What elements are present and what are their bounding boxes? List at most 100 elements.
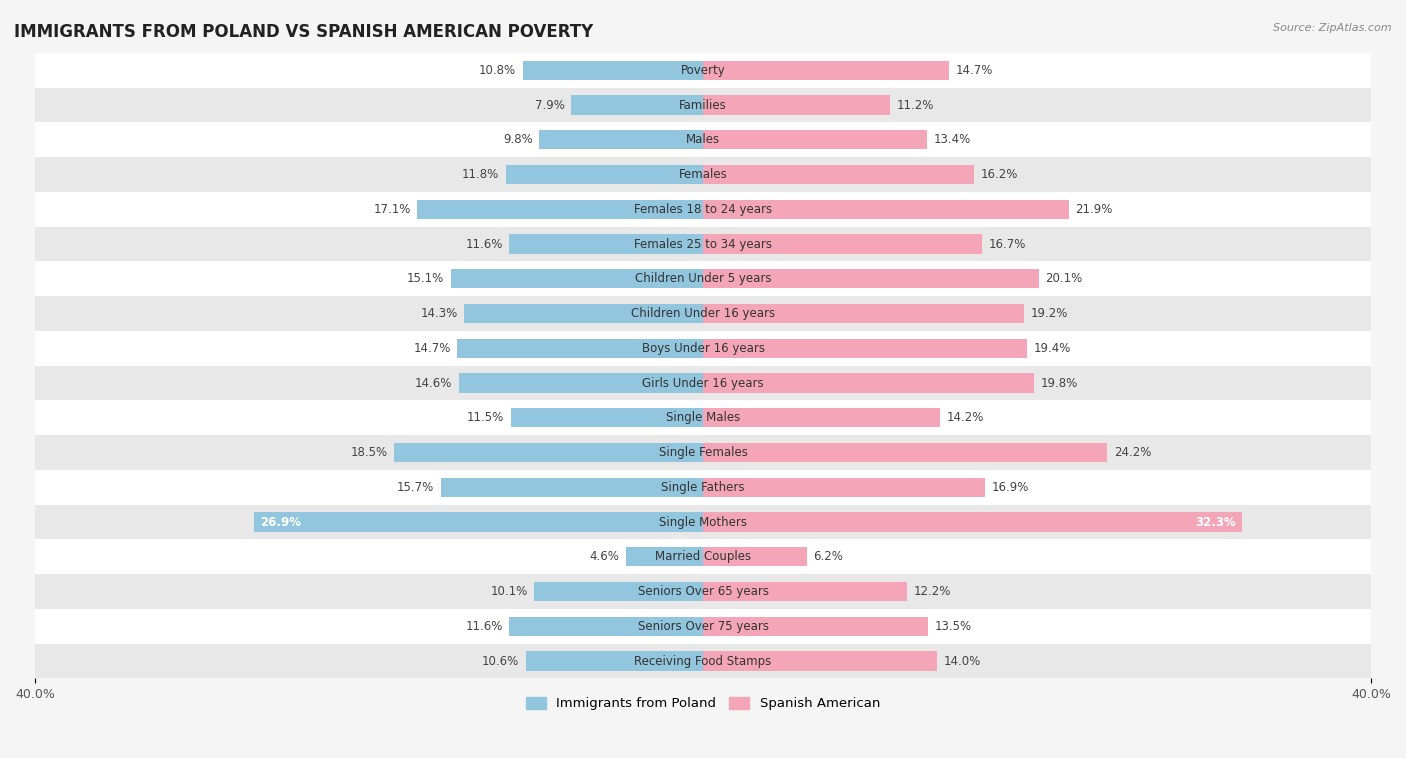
Bar [464,304,703,323]
Text: Children Under 5 years: Children Under 5 years [634,272,772,285]
Bar [703,617,928,636]
Text: Receiving Food Stamps: Receiving Food Stamps [634,655,772,668]
Bar [457,339,703,358]
Bar [703,651,936,671]
Bar [703,547,807,566]
Bar [35,157,1371,192]
Text: 11.5%: 11.5% [467,412,505,424]
Text: Females 18 to 24 years: Females 18 to 24 years [634,203,772,216]
Bar [35,53,1371,88]
Bar [35,262,1371,296]
Text: 32.3%: 32.3% [1195,515,1236,528]
Bar [703,339,1026,358]
Text: 9.8%: 9.8% [503,133,533,146]
Text: Poverty: Poverty [681,64,725,77]
Text: Girls Under 16 years: Girls Under 16 years [643,377,763,390]
Text: Single Females: Single Females [658,446,748,459]
Bar [534,582,703,601]
Bar [35,644,1371,678]
Bar [441,478,703,496]
Bar [35,505,1371,540]
Bar [703,582,907,601]
Text: 12.2%: 12.2% [914,585,950,598]
Text: 13.4%: 13.4% [934,133,970,146]
Bar [394,443,703,462]
Bar [506,165,703,184]
Bar [703,374,1033,393]
Text: 14.7%: 14.7% [955,64,993,77]
Bar [35,400,1371,435]
Bar [526,651,703,671]
Text: 17.1%: 17.1% [374,203,411,216]
Text: 11.6%: 11.6% [465,237,502,251]
Text: 7.9%: 7.9% [534,99,564,111]
Bar [460,374,703,393]
Text: Seniors Over 75 years: Seniors Over 75 years [637,620,769,633]
Bar [510,409,703,428]
Bar [703,512,1243,531]
Text: 13.5%: 13.5% [935,620,973,633]
Text: 14.7%: 14.7% [413,342,451,355]
Text: 16.7%: 16.7% [988,237,1026,251]
Bar [35,88,1371,122]
Bar [703,409,941,428]
Text: 14.0%: 14.0% [943,655,981,668]
Text: Boys Under 16 years: Boys Under 16 years [641,342,765,355]
Bar [35,540,1371,574]
Text: Children Under 16 years: Children Under 16 years [631,307,775,320]
Bar [418,199,703,219]
Bar [35,122,1371,157]
Bar [703,269,1039,288]
Bar [35,435,1371,470]
Bar [703,61,949,80]
Bar [35,470,1371,505]
Text: 16.2%: 16.2% [980,168,1018,181]
Bar [253,512,703,531]
Bar [35,192,1371,227]
Bar [451,269,703,288]
Text: 19.8%: 19.8% [1040,377,1077,390]
Text: 10.6%: 10.6% [482,655,519,668]
Text: Males: Males [686,133,720,146]
Bar [35,331,1371,365]
Bar [35,365,1371,400]
Bar [35,227,1371,262]
Text: IMMIGRANTS FROM POLAND VS SPANISH AMERICAN POVERTY: IMMIGRANTS FROM POLAND VS SPANISH AMERIC… [14,23,593,41]
Text: Single Males: Single Males [666,412,740,424]
Text: 4.6%: 4.6% [589,550,620,563]
Bar [703,304,1024,323]
Text: 26.9%: 26.9% [260,515,301,528]
Bar [540,130,703,149]
Text: Seniors Over 65 years: Seniors Over 65 years [637,585,769,598]
Bar [703,165,973,184]
Bar [703,199,1069,219]
Text: 19.4%: 19.4% [1033,342,1071,355]
Text: 19.2%: 19.2% [1031,307,1067,320]
Bar [626,547,703,566]
Text: Married Couples: Married Couples [655,550,751,563]
Bar [35,609,1371,644]
Text: Single Mothers: Single Mothers [659,515,747,528]
Bar [703,130,927,149]
Text: 18.5%: 18.5% [350,446,387,459]
Text: Single Fathers: Single Fathers [661,481,745,493]
Text: 15.7%: 15.7% [396,481,434,493]
Text: 10.1%: 10.1% [491,585,527,598]
Legend: Immigrants from Poland, Spanish American: Immigrants from Poland, Spanish American [520,691,886,716]
Bar [35,296,1371,331]
Text: 11.6%: 11.6% [465,620,502,633]
Text: Females: Females [679,168,727,181]
Text: 20.1%: 20.1% [1046,272,1083,285]
Text: 15.1%: 15.1% [406,272,444,285]
Text: 11.2%: 11.2% [897,99,934,111]
Text: 10.8%: 10.8% [479,64,516,77]
Bar [703,443,1107,462]
Text: 14.2%: 14.2% [946,412,984,424]
Text: Families: Families [679,99,727,111]
Text: 21.9%: 21.9% [1076,203,1112,216]
Bar [703,478,986,496]
Bar [523,61,703,80]
Bar [509,234,703,254]
Text: 16.9%: 16.9% [993,481,1029,493]
Bar [35,574,1371,609]
